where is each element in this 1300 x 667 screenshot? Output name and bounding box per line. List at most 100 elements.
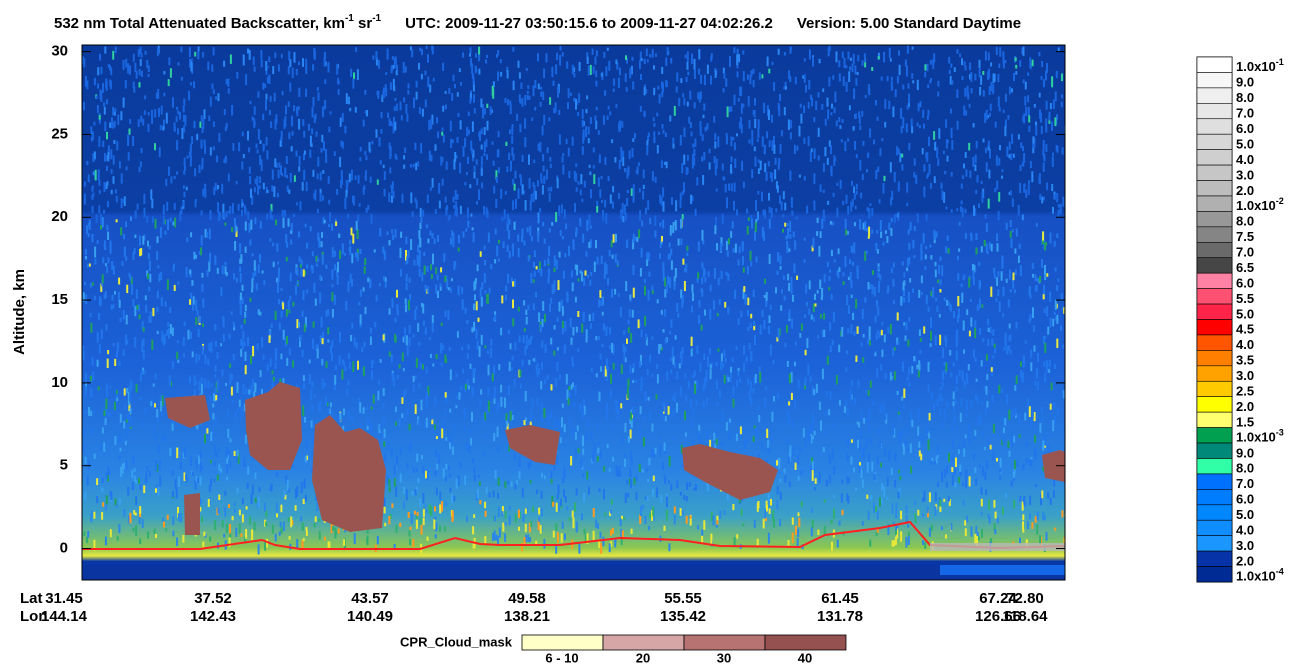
speckle	[753, 425, 756, 429]
speckle	[497, 492, 499, 499]
speckle	[107, 411, 110, 417]
speckle	[1022, 46, 1025, 57]
speckle	[875, 531, 878, 536]
speckle	[535, 365, 538, 373]
speckle	[304, 417, 306, 423]
speckle	[277, 299, 280, 305]
speckle	[779, 255, 782, 265]
speckle	[881, 483, 883, 491]
speckle	[937, 158, 940, 166]
speckle	[901, 153, 904, 158]
speckle	[514, 341, 517, 351]
speckle	[768, 325, 771, 335]
speckle	[975, 140, 978, 149]
speckle	[625, 87, 628, 92]
speckle	[96, 240, 99, 244]
speckle	[585, 329, 588, 340]
speckle	[786, 410, 789, 417]
speckle	[249, 389, 252, 394]
speckle	[951, 474, 954, 486]
speckle	[906, 448, 909, 452]
speckle	[325, 155, 328, 163]
speckle	[132, 81, 135, 89]
speckle	[150, 401, 153, 407]
speckle	[735, 346, 738, 350]
speckle	[928, 527, 931, 537]
speckle	[937, 91, 940, 97]
speckle	[175, 487, 178, 499]
speckle	[87, 263, 89, 268]
speckle	[596, 422, 599, 431]
speckle	[671, 346, 674, 358]
speckle	[963, 274, 966, 278]
speckle	[285, 156, 288, 164]
speckle	[312, 97, 315, 107]
speckle	[728, 418, 731, 424]
speckle	[896, 146, 899, 156]
speckle	[146, 216, 149, 223]
speckle	[1028, 180, 1030, 185]
speckle	[295, 202, 298, 206]
speckle	[773, 144, 776, 154]
speckle	[285, 234, 288, 243]
speckle	[249, 239, 252, 246]
speckle	[723, 375, 726, 384]
speckle	[713, 156, 716, 164]
speckle	[1022, 521, 1024, 530]
speckle	[976, 396, 979, 404]
speckle	[253, 66, 256, 72]
speckle	[630, 528, 633, 534]
speckle	[327, 309, 330, 316]
speckle	[375, 294, 378, 302]
speckle	[980, 180, 983, 184]
speckle	[538, 261, 541, 270]
speckle	[194, 198, 197, 203]
speckle	[965, 373, 968, 382]
speckle	[147, 112, 150, 116]
speckle	[484, 412, 487, 421]
speckle	[942, 370, 944, 381]
speckle	[479, 500, 482, 505]
speckle	[972, 454, 975, 460]
speckle	[1011, 133, 1014, 144]
speckle	[748, 390, 751, 402]
speckle	[1046, 273, 1049, 277]
speckle	[277, 169, 280, 179]
speckle	[892, 262, 895, 268]
speckle	[110, 304, 113, 311]
speckle	[514, 170, 517, 179]
speckle	[945, 246, 948, 254]
speckle	[533, 189, 536, 194]
speckle	[572, 382, 574, 388]
speckle	[913, 158, 916, 166]
speckle	[779, 195, 781, 204]
speckle	[793, 144, 796, 155]
speckle	[107, 466, 110, 477]
speckle	[662, 329, 665, 333]
speckle	[540, 472, 543, 478]
speckle	[306, 242, 309, 249]
speckle	[479, 251, 482, 257]
speckle	[649, 54, 652, 58]
speckle	[158, 273, 161, 282]
speckle	[287, 517, 290, 522]
speckle	[733, 47, 736, 54]
speckle	[338, 355, 341, 366]
speckle	[991, 338, 994, 346]
speckle	[270, 121, 273, 128]
speckle	[727, 238, 730, 245]
speckle	[419, 107, 421, 115]
speckle	[162, 126, 165, 131]
speckle	[847, 206, 850, 215]
speckle	[891, 540, 894, 547]
speckle	[391, 372, 394, 382]
speckle	[251, 253, 254, 257]
speckle	[1042, 140, 1045, 151]
speckle	[629, 429, 632, 439]
speckle	[630, 65, 633, 75]
speckle	[844, 218, 847, 229]
speckle	[791, 532, 794, 544]
speckle	[345, 388, 348, 396]
speckle	[860, 469, 863, 478]
speckle	[514, 513, 517, 523]
